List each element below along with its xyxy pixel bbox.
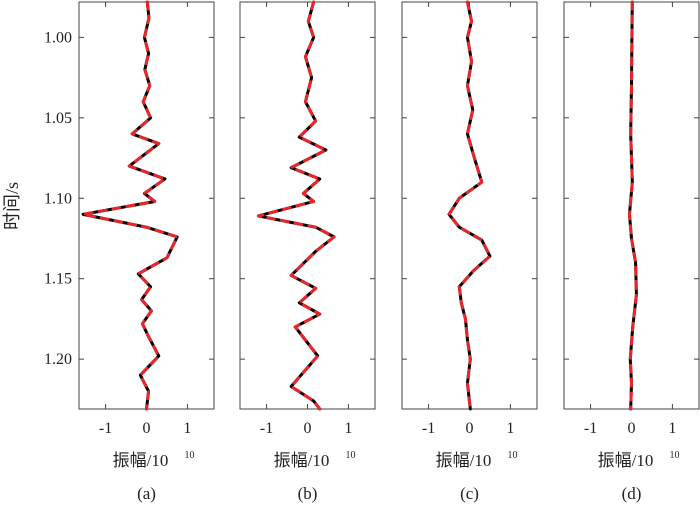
- panel-label: (a): [137, 484, 156, 503]
- y-tick-label: 1.20: [44, 351, 72, 368]
- y-tick-label: 1.00: [44, 29, 72, 46]
- panel-4: -1 0 1 振幅/10 10 (d): [563, 0, 700, 503]
- x-axis-label-exponent: 10: [508, 450, 518, 461]
- y-axis-label: 时间/s: [2, 182, 22, 230]
- x-tick-label: 0: [628, 420, 636, 437]
- x-tick-label: 0: [466, 420, 474, 437]
- x-tick-label: 1: [183, 420, 191, 437]
- panel-1: 1.00 1.05 1.10 1.15 1.20 -1 0 1 振幅/10 10 (a): [44, 0, 215, 503]
- x-tick-label: 1: [506, 420, 514, 437]
- panel-label: (d): [622, 484, 642, 503]
- x-tick-label: 1: [344, 420, 352, 437]
- x-tick-label: -1: [422, 420, 435, 437]
- y-tick-label: 1.10: [44, 190, 72, 207]
- x-axis-label: 振幅/10: [598, 451, 654, 470]
- y-axis-label-text: 时间/s: [2, 182, 22, 230]
- y-tick-label: 1.05: [44, 110, 72, 127]
- panel-label: (c): [460, 484, 479, 503]
- x-tick-label: -1: [99, 420, 112, 437]
- trace-line-red-dashed: [447, 0, 492, 411]
- x-axis-label-exponent: 10: [670, 450, 680, 461]
- x-tick-label: -1: [260, 420, 273, 437]
- x-tick-label: 0: [304, 420, 312, 437]
- x-axis-label-exponent: 10: [346, 450, 356, 461]
- panel-2: -1 0 1 振幅/10 10 (b): [239, 0, 376, 503]
- x-tick-label: -1: [584, 420, 597, 437]
- y-tick-label: 1.15: [44, 271, 72, 288]
- panel-3: -1 0 1 振幅/10 10 (c): [401, 0, 538, 503]
- x-tick-label: 1: [668, 420, 676, 437]
- trace-line-red-dashed: [627, 0, 638, 411]
- trace-line-red-dashed: [81, 0, 179, 411]
- x-axis-label: 振幅/10: [113, 451, 169, 470]
- panels-container: 1.001.051.101.151.20-1 0 1振幅/10 10(a)-1 0 1振幅…: [44, 0, 700, 503]
- x-axis-label: 振幅/10: [274, 451, 330, 470]
- x-axis-label-exponent: 10: [185, 450, 195, 461]
- x-axis-label: 振幅/10: [436, 451, 492, 470]
- panel-label: (b): [298, 484, 318, 503]
- x-tick-label: 0: [143, 420, 151, 437]
- trace-line-red-dashed: [256, 0, 336, 411]
